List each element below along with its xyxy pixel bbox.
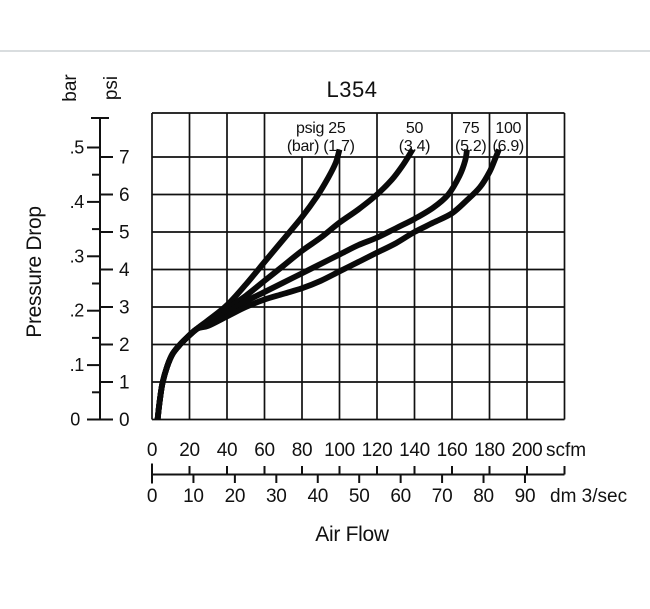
scfm-tick-label: 40 xyxy=(217,440,238,461)
bar-tick-label: .4 xyxy=(70,192,85,212)
dm-unit-label: dm 3/sec xyxy=(550,486,628,507)
scfm-tick-label: 60 xyxy=(254,440,275,461)
bar-tick-label: .1 xyxy=(70,355,85,375)
x-axis-title: Air Flow xyxy=(315,523,389,546)
dm-tick-label: 70 xyxy=(432,486,453,507)
scfm-tick-label: 180 xyxy=(474,440,505,461)
psi-tick-label: 1 xyxy=(119,373,129,394)
curve-labels: psig 25(bar) (1.7) 50(3.4) 75(5.2) 100(6.9) xyxy=(287,120,524,155)
chart-title: L354 xyxy=(326,77,378,102)
top-divider xyxy=(0,50,650,52)
dm-tick-label: 90 xyxy=(515,486,536,507)
psi-tick-label: 3 xyxy=(119,298,129,319)
dm-tick-label: 20 xyxy=(225,486,246,507)
curve-label-line1: psig 25 xyxy=(296,120,346,137)
grid xyxy=(151,112,566,421)
dm-tick-label: 0 xyxy=(147,486,157,507)
dm-tick-label: 80 xyxy=(473,486,494,507)
bar-tick-label: .5 xyxy=(70,138,85,158)
scfm-tick-label: 0 xyxy=(147,440,157,461)
bar-tick-label: .2 xyxy=(70,301,85,321)
dm-tick-label: 50 xyxy=(349,486,370,507)
bar-tick-label: 0 xyxy=(70,410,80,430)
curve-label-line2: (6.9) xyxy=(493,138,524,155)
psi-tick-label: 6 xyxy=(119,185,129,206)
psi-tick-label: 0 xyxy=(119,410,129,431)
curve-label-line1: 75 xyxy=(462,120,480,137)
dm-tick-label: 30 xyxy=(266,486,287,507)
scfm-tick-label: 160 xyxy=(437,440,468,461)
pressure-curves xyxy=(154,148,502,420)
psi-tick-label: 5 xyxy=(119,223,129,244)
scfm-tick-label: 80 xyxy=(292,440,313,461)
curve-label-line2: (5.2) xyxy=(455,138,486,155)
curve-label-line1: 100 xyxy=(495,120,521,137)
curve-label-line2: (3.4) xyxy=(399,138,430,155)
curve-label-line2: (bar) (1.7) xyxy=(287,138,355,155)
psi-tick-label: 7 xyxy=(119,148,129,169)
bar-tick-label: .3 xyxy=(70,246,85,266)
scfm-tick-label: 140 xyxy=(399,440,430,461)
scfm-tick-label: 120 xyxy=(362,440,393,461)
psi-tick-label: 4 xyxy=(119,260,130,281)
dm-tick-label: 60 xyxy=(390,486,411,507)
scfm-tick-label: 100 xyxy=(324,440,355,461)
x-axis-ruler: 0 20 40 60 80 100 120 140 160 180 200 0 10 20 30 40 50 60… xyxy=(147,440,566,507)
dm-tick-label: 40 xyxy=(307,486,328,507)
dm-tick-label: 10 xyxy=(183,486,204,507)
curve-100 xyxy=(154,148,502,420)
y-axis: .1 .2 .3 .4 .5 0 1 2 3 4 5 6 7 0 xyxy=(70,117,130,431)
curve-label-line1: 50 xyxy=(406,120,424,137)
psi-tick-label: 2 xyxy=(119,335,129,356)
scfm-tick-label: 20 xyxy=(179,440,200,461)
scfm-tick-label: 200 xyxy=(512,440,543,461)
scfm-unit-label: scfm xyxy=(546,440,587,461)
